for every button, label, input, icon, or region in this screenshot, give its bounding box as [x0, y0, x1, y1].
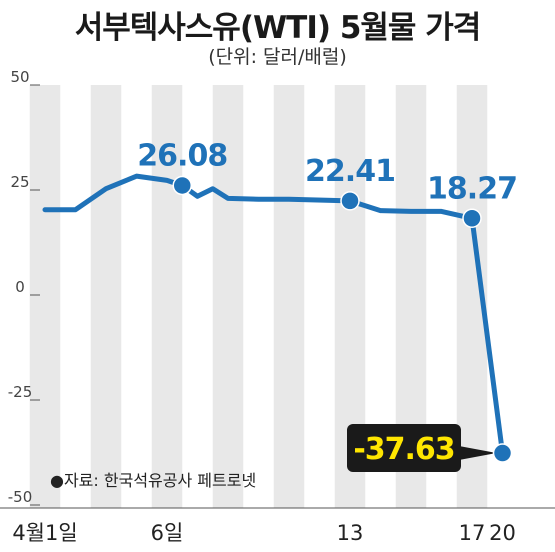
- x-tick-label: 6일: [151, 521, 184, 545]
- x-tick-label: 17: [459, 521, 486, 545]
- x-tick-label: 4월1일: [12, 521, 77, 545]
- stripe: [151, 85, 183, 508]
- price-line: [42, 173, 505, 456]
- chart-subtitle: (단위: 달러/배럴): [208, 46, 347, 68]
- y-tick-label: 25: [10, 173, 29, 191]
- data-label-highlight: -37.63: [353, 432, 454, 467]
- y-tick-label: -50: [8, 488, 33, 506]
- data-point: [172, 175, 192, 196]
- chart-title: 서부텍사스유(WTI) 5월물 가격: [74, 10, 482, 46]
- y-tick-label: 0: [15, 278, 25, 296]
- x-tick-label: 20: [489, 521, 516, 545]
- stripe: [273, 85, 305, 508]
- data-markers: 26.08 22.41 18.27 -37.63: [137, 138, 518, 472]
- stripe: [90, 85, 122, 508]
- x-tick-label: 13: [337, 521, 364, 545]
- stripe: [29, 85, 61, 508]
- y-tick-label: 50: [10, 68, 29, 86]
- data-point: [462, 208, 482, 229]
- data-point: [492, 443, 513, 463]
- callout-pointer: [459, 446, 497, 461]
- x-axis: 4월1일 6일 13 17 20: [0, 507, 555, 545]
- data-label: 22.41: [305, 154, 395, 189]
- price-series: [42, 173, 505, 456]
- callout-box: [347, 424, 461, 472]
- data-point: [340, 191, 360, 211]
- y-tick-label: -25: [8, 383, 33, 401]
- data-label: 18.27: [427, 171, 517, 206]
- source-note: ●자료: 한국석유공사 페트로넷: [50, 471, 256, 490]
- y-axis: 50 25 0 -25 -50: [8, 68, 40, 506]
- stripe: [212, 85, 244, 508]
- data-label: 26.08: [137, 138, 227, 173]
